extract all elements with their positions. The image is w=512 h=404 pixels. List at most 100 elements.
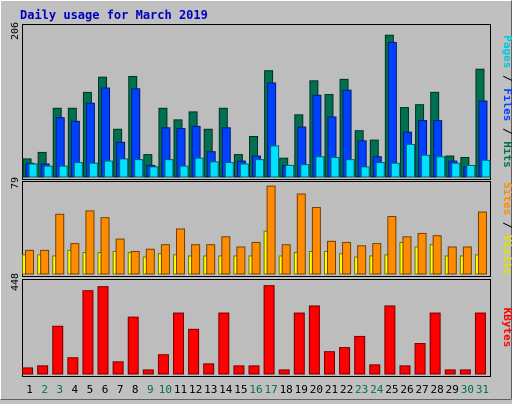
x-tick-label-day-4: 4: [72, 383, 79, 396]
x-tick-label-day-7: 7: [117, 383, 124, 396]
x-tick-label-day-25: 25: [385, 383, 398, 396]
bar-files-day-25: [387, 41, 397, 178]
bar-kbytes-day-2: [37, 365, 49, 375]
x-tick-label-day-3: 3: [56, 383, 63, 396]
y-axis-title-part: /: [501, 68, 512, 88]
x-tick-label-day-17: 17: [264, 383, 277, 396]
bar-kbytes-day-5: [82, 290, 94, 375]
bar-kbytes-day-16: [248, 365, 260, 375]
bar-sites-day-10: [160, 244, 170, 275]
bar-kbytes-day-22: [339, 347, 351, 375]
bar-kbytes-day-31: [474, 312, 486, 375]
bar-sites-day-15: [236, 246, 246, 275]
y-max-label-2: 79: [10, 177, 21, 189]
bar-sites-day-28: [432, 235, 442, 275]
bar-pages-day-24: [375, 162, 385, 178]
y-max-label-3: 448: [10, 273, 21, 291]
x-tick-label-day-18: 18: [280, 383, 293, 396]
bar-pages-day-18: [285, 164, 295, 178]
bar-kbytes-day-10: [157, 354, 169, 375]
x-tick-label-day-15: 15: [234, 383, 247, 396]
x-tick-label-day-1: 1: [26, 383, 33, 396]
x-tick-label-day-9: 9: [147, 383, 154, 396]
x-tick-label-day-10: 10: [159, 383, 172, 396]
bar-sites-day-4: [70, 243, 80, 275]
bar-pages-day-2: [43, 165, 53, 178]
x-tick-label-day-8: 8: [132, 383, 139, 396]
bar-pages-day-30: [466, 164, 476, 178]
bar-pages-day-3: [58, 165, 68, 178]
bar-pages-day-7: [119, 158, 129, 178]
y-axis-title-part: Pages: [501, 35, 512, 68]
x-tick-label-day-22: 22: [340, 383, 353, 396]
bar-pages-day-11: [179, 165, 189, 178]
bar-pages-day-8: [134, 159, 144, 178]
bar-sites-day-26: [402, 236, 412, 275]
x-tick-label-day-30: 30: [461, 383, 474, 396]
bar-sites-day-22: [342, 241, 352, 275]
bar-kbytes-day-25: [384, 305, 396, 375]
x-tick-label-day-28: 28: [431, 383, 444, 396]
bar-pages-day-15: [239, 163, 249, 178]
bar-sites-day-25: [387, 216, 397, 275]
bar-sites-day-13: [206, 244, 216, 275]
bar-kbytes-day-13: [203, 363, 215, 375]
bar-pages-day-23: [360, 166, 370, 178]
x-tick-label-day-19: 19: [295, 383, 308, 396]
bar-kbytes-day-27: [414, 343, 426, 375]
x-tick-label-day-2: 2: [41, 383, 48, 396]
x-tick-label-day-31: 31: [476, 383, 489, 396]
bar-sites-day-6: [100, 217, 110, 275]
x-tick-label-day-6: 6: [102, 383, 109, 396]
y-max-label-1: 206: [10, 22, 21, 40]
bar-pages-day-1: [28, 163, 38, 178]
bar-kbytes-day-6: [97, 286, 109, 375]
bar-kbytes-day-26: [399, 365, 411, 375]
x-tick-label-day-13: 13: [204, 383, 217, 396]
bar-sites-day-3: [55, 213, 65, 275]
bar-pages-day-12: [194, 157, 204, 178]
y-axis-title-part: Visits: [501, 235, 512, 275]
bar-kbytes-day-17: [263, 285, 275, 375]
bar-sites-day-9: [145, 248, 155, 275]
bar-sites-day-2: [40, 249, 50, 275]
bar-pages-day-4: [73, 162, 83, 178]
chart-title: Daily usage for March 2019: [20, 8, 208, 22]
bar-kbytes-day-21: [323, 351, 335, 375]
x-tick-label-day-16: 16: [249, 383, 262, 396]
bar-pages-day-29: [451, 162, 461, 178]
bar-kbytes-day-24: [369, 364, 381, 375]
bar-pages-day-6: [104, 160, 114, 178]
x-tick-label-day-5: 5: [87, 383, 94, 396]
bar-sites-day-21: [326, 240, 336, 275]
bar-sites-day-27: [417, 232, 427, 275]
bar-pages-day-31: [481, 159, 491, 178]
bar-pages-day-5: [88, 162, 98, 178]
bar-kbytes-day-20: [308, 305, 320, 375]
y-axis-title-part: Files: [501, 88, 512, 121]
bar-pages-day-13: [209, 161, 219, 178]
bar-sites-day-7: [115, 238, 125, 275]
bar-pages-day-17: [270, 145, 280, 178]
x-tick-label-day-27: 27: [415, 383, 428, 396]
bar-kbytes-day-15: [233, 365, 245, 375]
bar-kbytes-day-23: [354, 335, 366, 375]
bar-sites-day-19: [296, 193, 306, 275]
bar-kbytes-day-3: [52, 325, 64, 375]
bar-kbytes-day-29: [444, 369, 456, 375]
y-axis-title-part: /: [501, 121, 512, 141]
bar-kbytes-day-7: [112, 361, 124, 375]
x-tick-label-day-12: 12: [189, 383, 202, 396]
x-tick-label-day-26: 26: [400, 383, 413, 396]
bar-sites-day-17: [266, 185, 276, 275]
bar-sites-day-16: [251, 241, 261, 275]
bar-pages-day-14: [224, 162, 234, 178]
bar-pages-day-22: [345, 159, 355, 178]
bar-pages-day-21: [330, 156, 340, 178]
bar-kbytes-day-19: [293, 312, 305, 375]
bar-pages-day-26: [405, 143, 415, 178]
bar-kbytes-day-12: [188, 328, 200, 375]
bar-pages-day-20: [315, 156, 325, 178]
bar-pages-day-28: [436, 156, 446, 178]
